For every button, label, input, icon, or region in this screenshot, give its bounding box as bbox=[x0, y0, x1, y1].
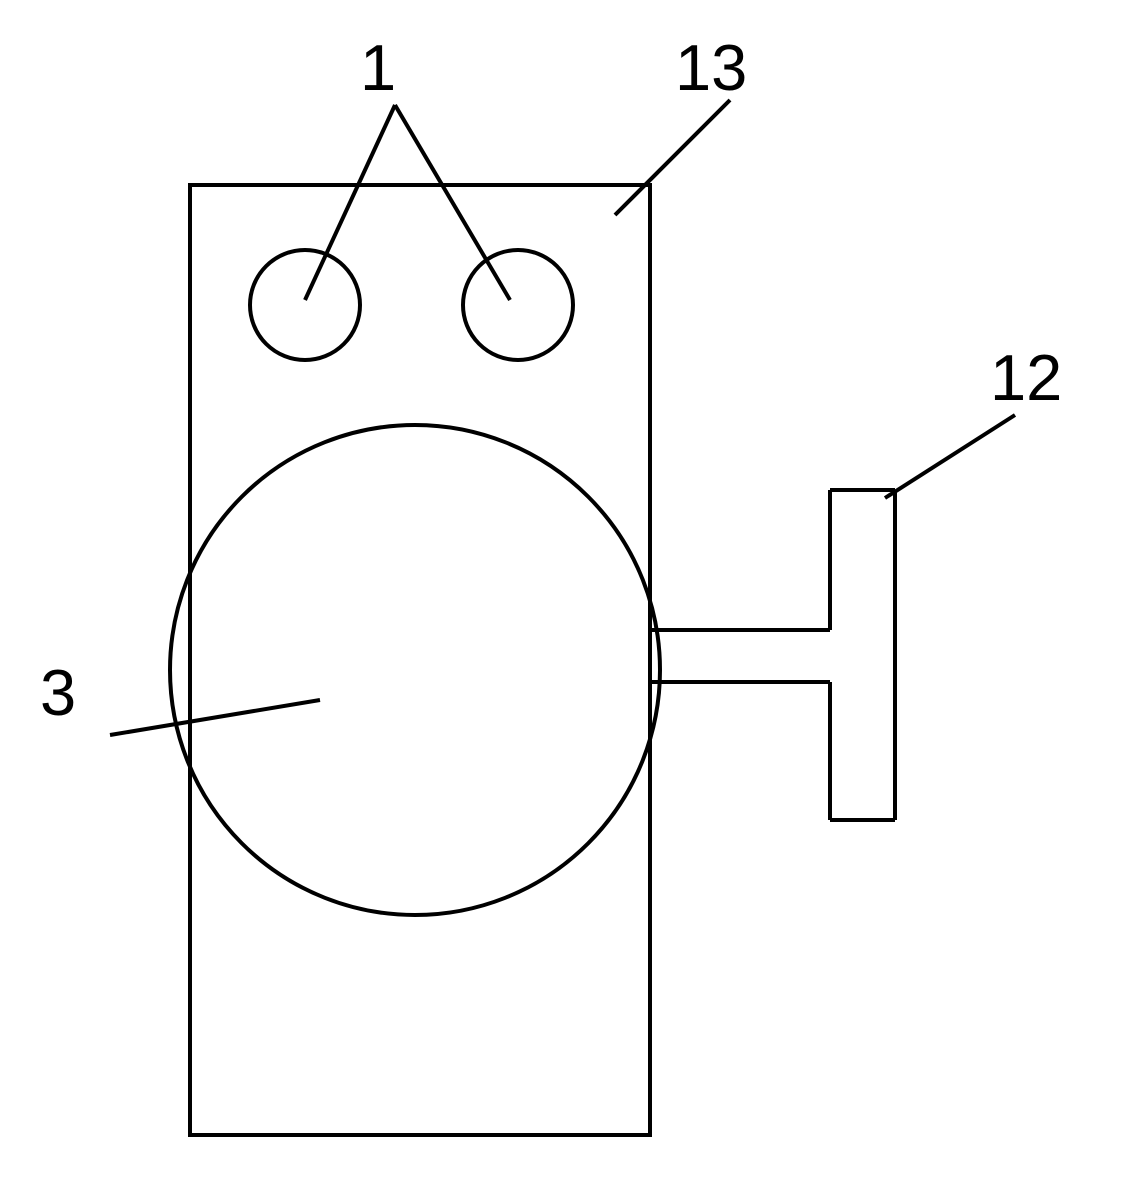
diagram-canvas: 1 13 12 3 bbox=[0, 0, 1125, 1196]
label-12: 12 bbox=[990, 340, 1062, 415]
large-circle bbox=[170, 425, 660, 915]
label-3: 3 bbox=[40, 655, 76, 730]
leader-1-right bbox=[395, 105, 510, 300]
small-circle-right bbox=[463, 250, 573, 360]
diagram-svg bbox=[0, 0, 1125, 1196]
leader-3 bbox=[110, 700, 320, 735]
body-rect bbox=[190, 185, 650, 1135]
label-1: 1 bbox=[360, 30, 396, 105]
label-13: 13 bbox=[675, 30, 747, 105]
leader-13 bbox=[615, 100, 730, 215]
leader-12 bbox=[885, 415, 1015, 498]
small-circle-left bbox=[250, 250, 360, 360]
